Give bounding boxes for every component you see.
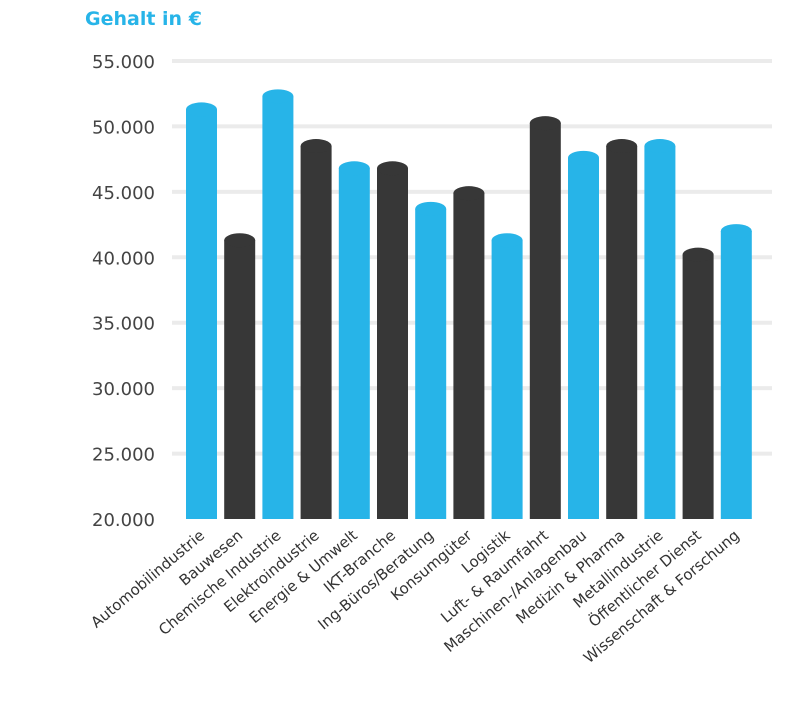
bar bbox=[224, 240, 256, 519]
bar bbox=[377, 168, 408, 519]
bar-cap bbox=[224, 233, 256, 248]
bar-cap bbox=[262, 89, 294, 104]
bar-cap bbox=[453, 186, 485, 201]
bar-cap bbox=[529, 116, 561, 131]
bar bbox=[682, 254, 714, 519]
y-tick-label: 25.000 bbox=[92, 445, 155, 466]
bar-cap bbox=[644, 139, 676, 154]
bar-cap bbox=[300, 139, 332, 154]
bar bbox=[338, 168, 370, 519]
bar bbox=[415, 208, 447, 519]
bar bbox=[186, 109, 217, 519]
y-axis-title: Gehalt in € bbox=[85, 8, 202, 30]
bar bbox=[644, 146, 676, 520]
bar-cap bbox=[568, 150, 599, 165]
bar bbox=[262, 96, 294, 520]
bar-cap bbox=[377, 161, 408, 176]
bar bbox=[720, 231, 752, 519]
bar-cap bbox=[720, 224, 752, 239]
bar bbox=[606, 146, 638, 520]
bar-cap bbox=[338, 161, 370, 176]
bar bbox=[529, 123, 561, 520]
bar-cap bbox=[606, 139, 638, 154]
bar-cap bbox=[415, 201, 447, 216]
y-tick-label: 30.000 bbox=[92, 379, 155, 400]
y-tick-label: 35.000 bbox=[92, 314, 155, 335]
y-tick-label: 45.000 bbox=[92, 183, 155, 204]
bar bbox=[453, 193, 485, 519]
bar bbox=[568, 157, 599, 519]
bar bbox=[300, 146, 332, 520]
bar bbox=[491, 240, 523, 519]
bar-cap bbox=[491, 233, 523, 248]
y-tick-label: 20.000 bbox=[92, 510, 155, 531]
y-tick-label: 55.000 bbox=[92, 52, 155, 73]
y-tick-label: 40.000 bbox=[92, 248, 155, 269]
bar-cap bbox=[186, 102, 217, 117]
bar-cap bbox=[682, 247, 714, 262]
y-tick-label: 50.000 bbox=[92, 117, 155, 138]
